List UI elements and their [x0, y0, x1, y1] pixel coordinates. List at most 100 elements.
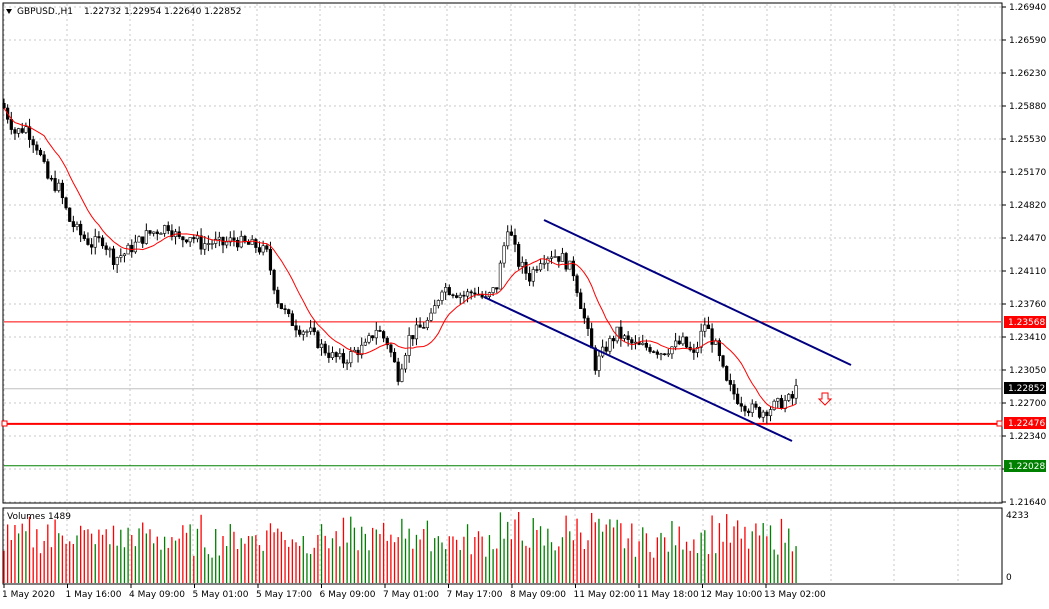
- candle-body: [341, 353, 346, 364]
- candle-body: [655, 351, 659, 355]
- price-tick-label: 1.26230: [1009, 69, 1046, 79]
- price-label-lower: 1.22476: [1004, 417, 1046, 429]
- candle-body: [663, 353, 667, 356]
- candle-body: [619, 326, 623, 339]
- candle-body: [294, 325, 298, 331]
- triangle-down-icon[interactable]: [6, 9, 12, 14]
- candle-body: [717, 340, 721, 356]
- price-tick-label: 1.25530: [1009, 135, 1046, 145]
- candle-body: [575, 275, 579, 294]
- channel-upper-trendline[interactable]: [543, 219, 852, 366]
- candle-body: [349, 351, 353, 364]
- candle-body: [739, 403, 743, 407]
- candle-body: [498, 262, 503, 290]
- candle-body: [97, 236, 101, 239]
- candle-body: [195, 235, 200, 240]
- price-axis[interactable]: 1.26940 1.26590 1.26230 1.25880 1.25530 1.251…: [1002, 3, 1046, 508]
- candle-body: [261, 245, 265, 253]
- candle-body: [462, 294, 466, 297]
- candle-body: [31, 139, 35, 146]
- candle-body: [250, 239, 254, 245]
- time-tick-label: 11 May 02:00: [574, 590, 636, 600]
- candle-body: [538, 263, 543, 271]
- candle-body: [593, 347, 597, 371]
- candle-body: [316, 331, 320, 349]
- candle-body: [677, 340, 681, 345]
- candle-body: [68, 207, 72, 222]
- candle-body: [75, 223, 79, 227]
- candle-body: [608, 338, 612, 352]
- price-label-current: 1.22852: [1004, 382, 1046, 394]
- candle-body: [319, 343, 324, 349]
- time-tick-label: 7 May 17:00: [447, 590, 503, 600]
- candle-body: [418, 324, 422, 328]
- candle-body: [2, 103, 6, 109]
- symbol-label[interactable]: GBPUSD.,H1: [17, 7, 73, 17]
- price-label-current-text: 1.22852: [1008, 384, 1045, 394]
- candle-body: [38, 149, 43, 156]
- candle-body: [633, 341, 638, 344]
- candle-body: [122, 253, 127, 256]
- candle-body: [509, 231, 513, 236]
- candle-body: [590, 328, 594, 349]
- candle-body: [757, 407, 762, 418]
- candle-body: [513, 235, 517, 245]
- candle-body: [776, 398, 780, 402]
- down-arrow-icon[interactable]: [817, 392, 833, 406]
- candle-body: [312, 327, 316, 333]
- candle-body: [119, 255, 123, 258]
- candle-body: [549, 256, 554, 259]
- candle-body: [535, 269, 539, 271]
- candle-body: [454, 295, 459, 298]
- candle-body: [436, 300, 440, 306]
- candle-body: [206, 243, 211, 245]
- candle-body: [411, 335, 415, 340]
- candle-body: [246, 241, 251, 245]
- candle-body: [148, 230, 152, 234]
- candle-body: [35, 144, 39, 151]
- volume-max-label: 4233: [1006, 511, 1029, 521]
- candle-body: [86, 238, 90, 245]
- time-tick-label: 5 May 01:00: [193, 590, 249, 600]
- candle-body: [217, 236, 221, 240]
- candle-body: [152, 231, 156, 234]
- candle-body: [772, 400, 776, 410]
- candle-body: [491, 287, 495, 293]
- line-handle-left[interactable]: [1, 420, 8, 427]
- candle-body: [396, 361, 400, 382]
- candle-body: [133, 241, 138, 253]
- candle-body: [648, 347, 652, 352]
- time-tick-label: 12 May 10:00: [701, 590, 763, 600]
- candle-body: [60, 182, 64, 199]
- candle-body: [400, 368, 404, 382]
- candle-body: [82, 234, 86, 239]
- candle-body: [746, 410, 751, 413]
- line-handle-right[interactable]: [996, 420, 1003, 427]
- candle-body: [345, 362, 349, 365]
- candle-body: [9, 119, 13, 130]
- price-tick-label: 1.25880: [1009, 102, 1046, 112]
- candle-body: [582, 308, 586, 319]
- candle-body: [181, 236, 185, 241]
- candle-body: [214, 238, 218, 244]
- candle-body: [53, 178, 57, 191]
- time-axis[interactable]: 1 May 2020 1 May 16:00 4 May 09:00 5 May 01…: [2, 584, 826, 600]
- candle-body: [403, 355, 408, 370]
- candle-body: [670, 346, 674, 355]
- candle-body: [49, 177, 54, 180]
- candle-body: [542, 262, 546, 265]
- candle-body: [93, 236, 97, 248]
- candle-body: [626, 335, 630, 340]
- candle-body: [560, 253, 565, 262]
- price-label-upper-text: 1.23568: [1008, 318, 1045, 328]
- time-tick-label: 1 May 16:00: [66, 590, 122, 600]
- candle-body: [144, 230, 148, 244]
- candle-body: [360, 344, 364, 356]
- channel-lower-trendline[interactable]: [483, 296, 793, 442]
- price-tick-label: 1.22700: [1009, 399, 1046, 409]
- candle-body: [425, 320, 430, 328]
- volume-grid: [3, 509, 959, 583]
- volume-panel-frame: [2, 507, 1003, 585]
